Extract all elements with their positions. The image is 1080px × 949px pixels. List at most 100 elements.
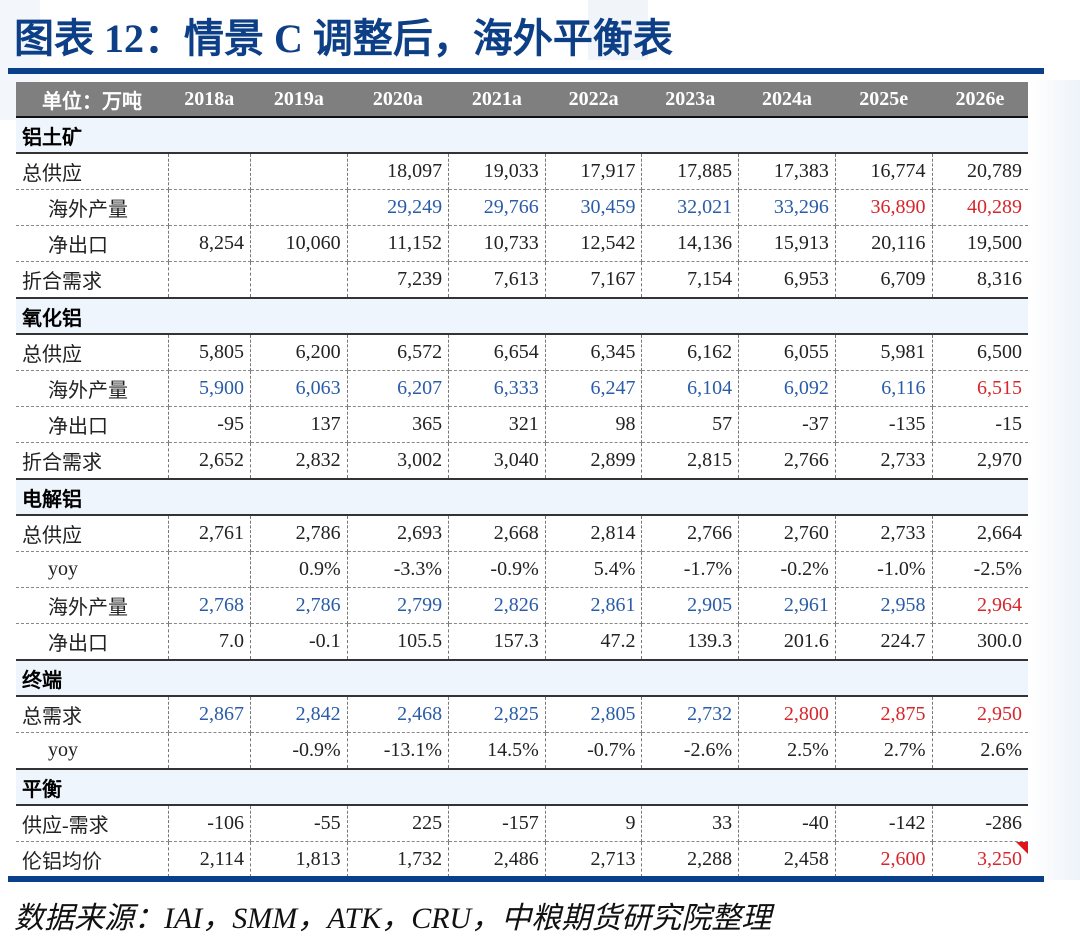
table-cell: 2,693 <box>347 515 450 552</box>
table-cell: -37 <box>738 406 836 443</box>
table-cell: 2,766 <box>641 515 740 552</box>
table-cell: -0.1 <box>250 623 348 661</box>
row-label: 折合需求 <box>16 442 169 480</box>
table-cell: 2.6% <box>932 732 1028 770</box>
table-cell: 6,953 <box>738 261 836 299</box>
table-cell: 6,515 <box>932 370 1028 407</box>
table-cell: 137 <box>250 406 348 443</box>
table-cell: 17,917 <box>545 153 643 190</box>
section-title: 平衡 <box>16 769 1028 806</box>
table-cell: 2,786 <box>250 587 348 624</box>
table-cell: 2,732 <box>641 696 740 733</box>
table-cell: 2,766 <box>738 442 836 480</box>
table-cell: -157 <box>448 805 546 842</box>
row-label: 总需求 <box>16 696 169 733</box>
table-row: 海外产量 29,249 29,766 30,459 32,021 33,296 36,890… <box>16 189 1028 226</box>
row-label: 总供应 <box>16 153 169 190</box>
table-cell: -0.2% <box>738 551 836 588</box>
column-header: 2021a <box>448 82 546 118</box>
table-cell: 6,345 <box>545 334 643 371</box>
table-cell: 105.5 <box>347 623 450 661</box>
table-cell: -1.7% <box>641 551 740 588</box>
table-row: yoy 0.9% -3.3% -0.9% 5.4% -1.7% -0.2% -1.0% -2.5… <box>16 551 1028 588</box>
column-header: 2019a <box>250 82 348 118</box>
table-row: 净出口 -95 137 365 321 98 57 -37 -135 -15 <box>16 406 1028 443</box>
table-cell: 2,713 <box>545 841 643 878</box>
table-row: 折合需求 2,652 2,832 3,002 3,040 2,899 2,815 2,766 2… <box>16 442 1028 480</box>
section-header-row: 铝土矿 <box>16 117 1028 154</box>
table-row: 净出口 7.0 -0.1 105.5 157.3 47.2 139.3 201.6 224.7 3… <box>16 623 1028 661</box>
footer-rule <box>8 876 1044 882</box>
table-cell: 2,733 <box>835 515 933 552</box>
table-cell <box>168 261 251 299</box>
column-header: 2025e <box>835 82 932 118</box>
table-cell <box>168 732 251 770</box>
table-cell: 2,905 <box>641 587 740 624</box>
table-body: 铝土矿 总供应 18,097 19,033 17,917 17,885 17,383 16,7… <box>16 117 1028 878</box>
table-cell: 7.0 <box>168 623 251 661</box>
table-cell: 6,500 <box>932 334 1028 371</box>
row-label: 净出口 <box>16 406 169 443</box>
table-cell: 5,900 <box>168 370 251 407</box>
table-cell: 300.0 <box>932 623 1028 661</box>
table-cell: 11,152 <box>347 225 450 262</box>
table-cell: 6,333 <box>448 370 546 407</box>
table-cell: 2,760 <box>738 515 836 552</box>
table-cell: 2,114 <box>168 841 251 878</box>
table-cell: 2,970 <box>932 442 1028 480</box>
column-header: 2018a <box>168 82 251 118</box>
table-cell: 7,154 <box>641 261 740 299</box>
table-row: 总需求 2,867 2,842 2,468 2,825 2,805 2,732 2,800 2,… <box>16 696 1028 733</box>
row-label: yoy <box>16 732 169 770</box>
table-cell: -142 <box>835 805 933 842</box>
table-cell: 2,815 <box>641 442 740 480</box>
table-cell <box>168 189 251 226</box>
table-cell: 6,116 <box>835 370 933 407</box>
table-cell: 2,825 <box>448 696 546 733</box>
table-row: 供应-需求 -106 -55 225 -157 9 33 -40 -142 -286 <box>16 805 1028 842</box>
table-cell: 0.9% <box>250 551 348 588</box>
table-cell: 2,458 <box>738 841 836 878</box>
row-label: 总供应 <box>16 515 169 552</box>
background-decoration <box>1030 80 1080 880</box>
title-rule <box>8 68 1044 74</box>
table-cell: 29,249 <box>347 189 450 226</box>
column-header: 2023a <box>641 82 739 118</box>
table-cell: 8,316 <box>932 261 1028 299</box>
table-cell <box>250 189 348 226</box>
table-cell: 10,733 <box>448 225 546 262</box>
table-cell: 2,468 <box>347 696 450 733</box>
table-cell: -0.9% <box>448 551 546 588</box>
table-cell: 3,002 <box>347 442 450 480</box>
table-cell: -3.3% <box>347 551 450 588</box>
table-cell: 2,832 <box>250 442 348 480</box>
row-label: 海外产量 <box>16 370 169 407</box>
table-cell: 6,092 <box>738 370 836 407</box>
table-cell: 2,961 <box>738 587 836 624</box>
table-cell: 57 <box>641 406 740 443</box>
column-header: 2022a <box>545 82 642 118</box>
table-cell: 6,654 <box>448 334 546 371</box>
table-cell: 15,913 <box>738 225 836 262</box>
table-cell: 6,063 <box>250 370 348 407</box>
table-cell: 2,761 <box>168 515 251 552</box>
table-cell <box>250 153 348 190</box>
table-cell: -95 <box>168 406 251 443</box>
table-cell: 2,950 <box>932 696 1028 733</box>
table-cell: 14.5% <box>448 732 546 770</box>
table-cell: 16,774 <box>835 153 933 190</box>
section-title: 电解铝 <box>16 479 1028 516</box>
table-cell: 20,116 <box>835 225 933 262</box>
table-cell: 2,668 <box>448 515 546 552</box>
background-decoration <box>588 0 648 60</box>
table-cell: 2,786 <box>250 515 348 552</box>
table-row: 总供应 18,097 19,033 17,917 17,885 17,383 16,774 2… <box>16 153 1028 190</box>
table-cell: 19,500 <box>932 225 1028 262</box>
table-cell: -55 <box>250 805 348 842</box>
table-cell: 17,383 <box>738 153 836 190</box>
table-cell: -15 <box>932 406 1028 443</box>
table-cell: 2,486 <box>448 841 546 878</box>
table-row: 总供应 2,761 2,786 2,693 2,668 2,814 2,766 2,760 2,… <box>16 515 1028 552</box>
table-cell <box>168 153 251 190</box>
table-row: 总供应 5,805 6,200 6,572 6,654 6,345 6,162 6,055 5,… <box>16 334 1028 371</box>
